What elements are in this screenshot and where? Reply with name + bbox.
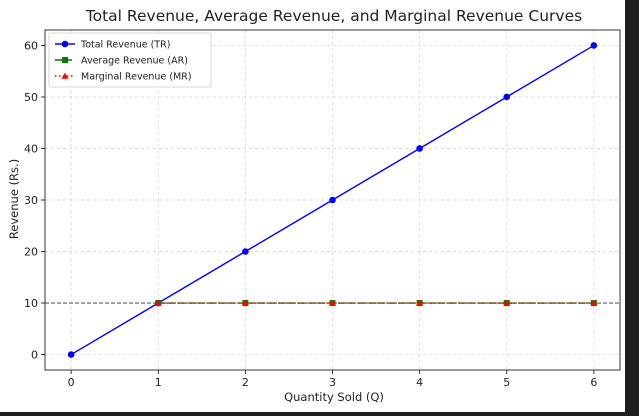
y-tick-label: 20 (24, 246, 38, 259)
data-point (416, 299, 424, 306)
chart-figure: Total Revenue, Average Revenue, and Marg… (0, 0, 625, 412)
series-marginal-revenue-mr (154, 299, 598, 306)
data-point (416, 145, 423, 152)
chart-svg: Total Revenue, Average Revenue, and Marg… (7, 7, 621, 404)
y-axis-label: Revenue (Rs.) (7, 159, 21, 239)
legend-entry: Total Revenue (TR) (80, 40, 170, 51)
y-tick-label: 30 (24, 194, 38, 207)
y-tick-label: 0 (31, 349, 38, 362)
legend: Total Revenue (TR) Average Revenue (AR) Ma… (48, 32, 212, 88)
x-tick-label: 2 (242, 376, 249, 389)
data-point (67, 351, 75, 358)
data-point (503, 93, 511, 101)
data-point (329, 299, 336, 306)
data-point (590, 299, 598, 306)
data-point (61, 40, 69, 48)
y-tick-label: 50 (24, 91, 38, 104)
series-group (67, 42, 598, 358)
data-point (503, 299, 511, 306)
chart-title: Total Revenue, Average Revenue, and Marg… (85, 7, 582, 25)
data-point (61, 72, 69, 79)
data-point (241, 299, 249, 306)
data-point (62, 57, 68, 63)
x-tick-label: 6 (590, 376, 597, 389)
x-axis-label: Quantity Sold (Q) (284, 390, 384, 404)
data-point (329, 196, 336, 204)
x-tick-label: 1 (155, 376, 162, 389)
y-tick-label: 60 (24, 39, 38, 52)
legend-box (48, 32, 212, 88)
legend-entry: Average Revenue (AR) (81, 56, 188, 67)
data-point (242, 248, 249, 255)
x-tick-label: 5 (503, 376, 510, 389)
data-point (154, 299, 162, 306)
y-tick-label: 10 (24, 297, 38, 310)
y-tick-label: 40 (24, 142, 38, 155)
legend-entry: Marginal Revenue (MR) (81, 72, 192, 83)
data-point (590, 42, 598, 49)
x-tick-label: 4 (416, 376, 423, 389)
window-edge-bottom (0, 412, 639, 416)
window-edge-right (625, 0, 639, 416)
x-tick-label: 3 (329, 376, 336, 389)
x-tick-label: 0 (68, 376, 75, 389)
